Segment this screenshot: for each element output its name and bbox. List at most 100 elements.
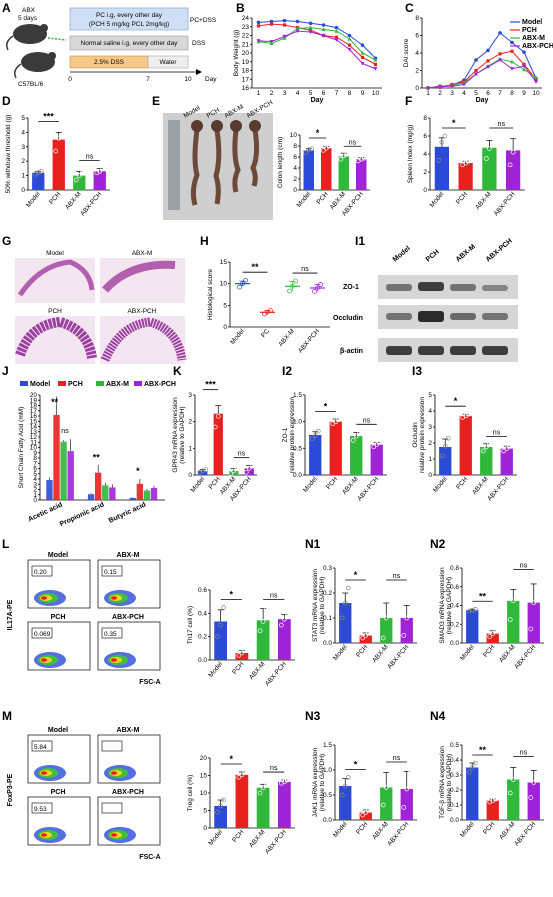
- y-axis-label-2: relative protein expression: [419, 397, 426, 473]
- data-point: [56, 135, 62, 141]
- chart-n4-ytick-label: 0.0: [450, 817, 459, 824]
- legend-swatch: [96, 381, 104, 386]
- chart-e-ytick-label: 10: [290, 132, 298, 139]
- chart-i2-ytick-label: 0.5: [293, 445, 302, 452]
- ytick-label: 0: [33, 497, 37, 504]
- sig-label: ns: [363, 417, 371, 424]
- blot-col-abxpch: ABX-PCH: [485, 238, 514, 264]
- panel-label-n2: N2: [430, 537, 446, 551]
- chart-n4-ytick-label: 0.3: [450, 772, 459, 779]
- ytick-label: 2: [33, 487, 37, 494]
- marker: [510, 40, 514, 45]
- data-point: [215, 809, 220, 815]
- marker: [308, 28, 313, 32]
- flow-gate: [101, 627, 123, 639]
- bar: [214, 805, 227, 828]
- data-point: [380, 635, 386, 641]
- y-axis-label: Histological score: [207, 269, 214, 320]
- marker: [498, 58, 502, 62]
- y-axis-label: 50% withdraw threshold (g): [5, 115, 12, 194]
- chart-i3-ytick-label: 3: [428, 424, 432, 431]
- x-tick-label: PCH: [48, 191, 62, 206]
- data-point: [239, 650, 245, 656]
- bar: [338, 156, 349, 190]
- y-axis-label: Occludin: [412, 422, 419, 448]
- marker: [347, 43, 352, 47]
- data-point: [279, 622, 284, 628]
- chart-mbar-ytick-label: 10: [200, 790, 208, 797]
- chart-h-ytick-label: 15: [220, 259, 228, 266]
- x-tick-label: ABX-M: [248, 661, 267, 681]
- marker: [308, 30, 313, 34]
- chart-n1-ytick-label: 0.1: [323, 615, 332, 622]
- chart-mbar-ytick-label: 15: [200, 773, 208, 780]
- chart-lbar-ytick-label: 0.6: [198, 587, 207, 594]
- chart-lbar-ytick-label: 0.0: [198, 657, 207, 664]
- data-point: [309, 146, 315, 152]
- data-point: [360, 635, 366, 641]
- panel-label-i2: I2: [282, 364, 292, 378]
- ytick-label: 21: [242, 41, 250, 48]
- flow-gate-value: 9.53: [34, 806, 47, 813]
- panel-label-l: L: [2, 537, 9, 551]
- panel-label-b: B: [236, 1, 245, 15]
- x-tick-label: ABX-M: [341, 476, 360, 496]
- data-point: [442, 133, 448, 139]
- flow-gate: [101, 802, 123, 814]
- chart-lbar-ytick-label: 0.2: [198, 634, 207, 641]
- ytick-label: 16: [30, 413, 38, 420]
- ytick-label: 10: [30, 445, 38, 452]
- xtick-label: 8: [348, 90, 352, 97]
- data-point: [401, 805, 407, 810]
- data-point: [79, 167, 85, 173]
- data-point: [445, 435, 451, 441]
- legend-label: Model: [522, 19, 542, 26]
- legend-swatch: [20, 381, 28, 386]
- marker: [321, 27, 326, 31]
- data-point: [336, 417, 342, 422]
- chart-f-ytick-label: 4: [423, 151, 427, 158]
- x-tick-label: ABX-M: [474, 191, 493, 211]
- data-point: [287, 288, 292, 294]
- data-point: [510, 598, 516, 604]
- y-axis-label: Spleen Index (mg/g): [407, 125, 414, 184]
- series-line-3: [427, 59, 537, 89]
- data-point: [221, 797, 226, 803]
- chart-i2-ytick-label: 0.0: [293, 472, 302, 479]
- data-point: [342, 600, 348, 606]
- marker: [438, 84, 442, 89]
- marker: [522, 50, 526, 54]
- sig-label: **: [479, 591, 487, 601]
- x-tick-label: ABX-M: [371, 644, 390, 664]
- x-tick-label: ABX-PCH: [264, 829, 288, 856]
- y-axis-label-2: (relative to GAPDH): [319, 577, 326, 634]
- bar: [339, 786, 352, 820]
- data-point: [306, 147, 312, 153]
- panel-label-i1: I1: [355, 234, 365, 248]
- x-tick-label: Model: [229, 327, 246, 345]
- marker: [269, 40, 274, 44]
- chart-n1-ytick-label: 0.2: [323, 590, 332, 597]
- sig-label: **: [93, 453, 101, 463]
- x-tick-label: ABX-PCH: [513, 821, 537, 848]
- data-point: [260, 785, 266, 791]
- bar: [400, 789, 413, 820]
- marker: [522, 64, 526, 69]
- x-tick-label: Model: [25, 190, 42, 208]
- data-point: [534, 575, 540, 580]
- flow-density: [111, 658, 117, 662]
- bar: [95, 472, 102, 500]
- data-point: [315, 285, 320, 291]
- panel-label-h: H: [200, 234, 209, 248]
- xtick-label: 2: [270, 90, 274, 97]
- marker: [256, 39, 261, 43]
- chart-n3-ytick-label: 0.0: [323, 817, 332, 824]
- ytick-label: 4: [33, 476, 37, 483]
- bar: [359, 812, 372, 820]
- bar: [321, 148, 332, 190]
- data-point: [404, 786, 410, 792]
